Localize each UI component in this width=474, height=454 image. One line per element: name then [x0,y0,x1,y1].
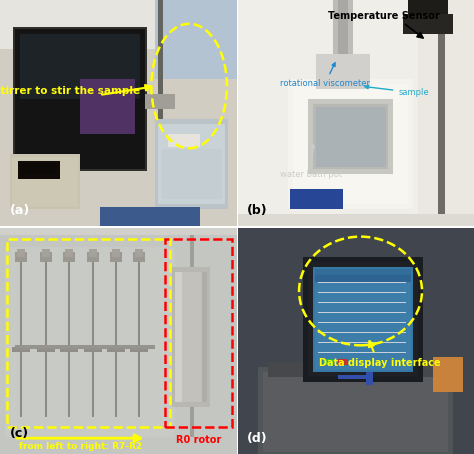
Text: (a): (a) [9,204,30,217]
Text: R0 rotor: R0 rotor [176,435,221,445]
Text: sample: sample [365,85,429,97]
Text: (b): (b) [247,204,268,217]
Text: water bath pot: water bath pot [280,145,342,178]
Text: rotational viscometer: rotational viscometer [280,63,370,88]
Text: from left to right: R7-R2: from left to right: R7-R2 [19,442,142,450]
Text: (d): (d) [247,432,268,445]
Text: Stirrer to stir the sample: Stirrer to stir the sample [0,85,140,96]
Bar [165,239,232,427]
Text: Data display interface: Data display interface [319,358,440,369]
Text: (c): (c) [9,427,28,440]
Text: Temperature Sensor: Temperature Sensor [328,11,440,21]
Bar [7,239,170,427]
